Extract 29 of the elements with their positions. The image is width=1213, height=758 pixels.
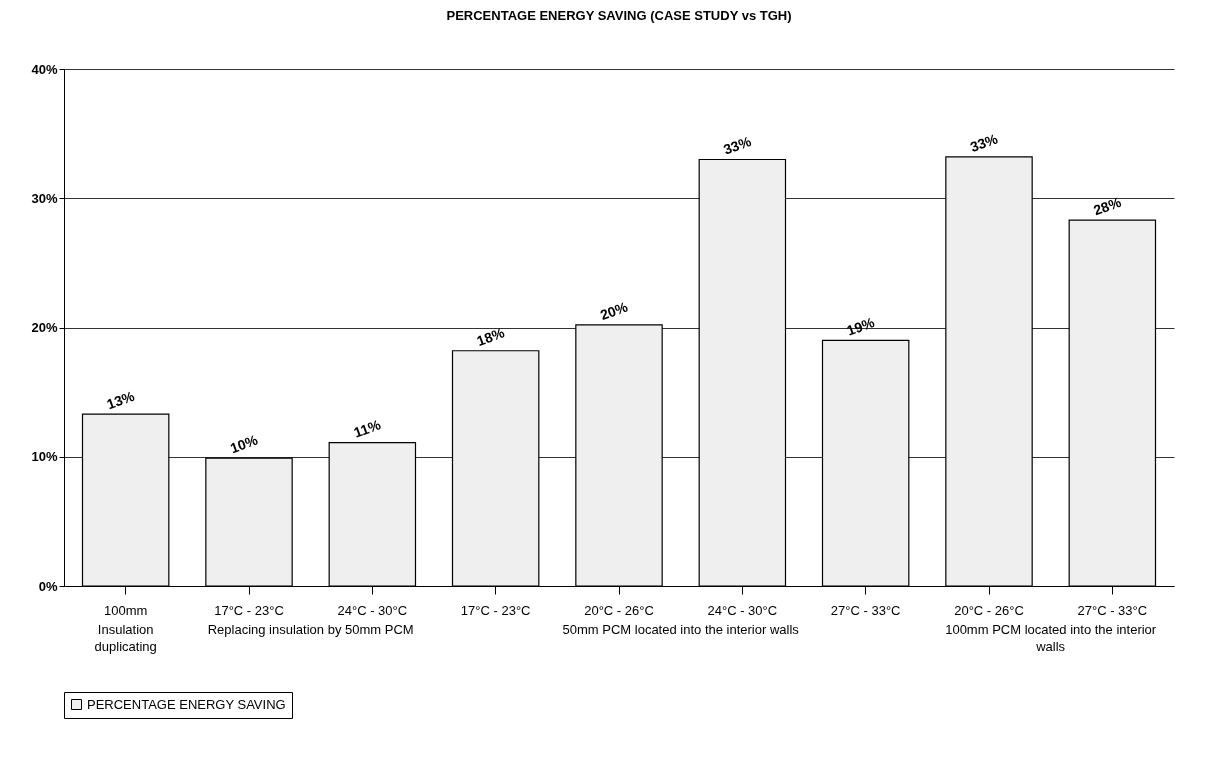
x-tick-label: 100mm: [103, 602, 148, 618]
x-tick-label: 17°C - 23°C: [214, 602, 284, 618]
text: 28%: [1091, 193, 1124, 219]
text: 50mm PCM located into the interior walls: [562, 622, 800, 637]
y-tick-label: 20%: [31, 320, 58, 335]
text: 10%: [227, 431, 260, 457]
text: 19%: [844, 314, 877, 339]
text: 11%: [351, 416, 383, 441]
chart-title: PERCENTAGE ENERGY SAVING (CASE STUDY vs TGH): [446, 8, 792, 23]
text: 18%: [474, 324, 507, 349]
text: 20%: [597, 298, 630, 324]
y-tick-label: 0%: [38, 578, 58, 594]
legend-label: PERCENTAGE ENERGY SAVING: [87, 696, 286, 712]
text: 100mm PCM located into the interior walls: [945, 622, 1157, 654]
text: 33%: [967, 130, 1000, 156]
text: 13%: [104, 387, 137, 413]
y-tick-label: 10%: [31, 449, 58, 465]
text: Replacing insulation by 50mm PCM: [207, 622, 414, 637]
x-tick-label: 20°C - 26°C: [584, 602, 654, 618]
x-tick-label: 17°C - 23°C: [460, 602, 531, 618]
x-tick-label: 20°C - 26°C: [954, 602, 1024, 618]
y-tick-label: 30%: [31, 190, 58, 206]
y-tick-label: 40%: [31, 61, 58, 77]
x-tick-label: 27°C - 33°C: [830, 602, 901, 618]
x-tick-label: 24°C - 30°C: [707, 602, 778, 618]
x-tick-label: 27°C - 33°C: [1077, 602, 1148, 618]
text: 33%: [721, 133, 754, 158]
text: Insulation duplicating: [94, 622, 157, 654]
x-tick-label: 24°C - 30°C: [337, 602, 408, 618]
